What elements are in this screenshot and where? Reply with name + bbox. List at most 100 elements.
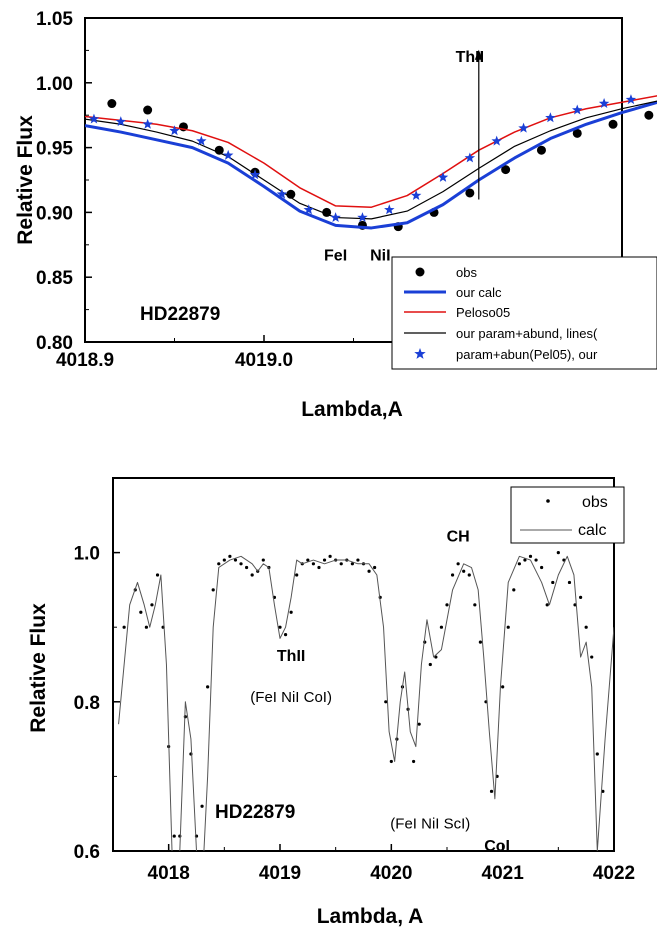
bottom-axis-ticks: 4018 4019 4020 4021 4022 0.6 0.8 1.0: [74, 477, 635, 884]
bottom-series-obs-point: [306, 558, 310, 562]
bottom-series-obs-point: [339, 562, 343, 566]
top-series-obs-point: [608, 119, 618, 129]
bottom-series-obs-point: [595, 752, 599, 756]
bottom-series-obs-point: [462, 569, 466, 573]
top-series-param-abun-pel05-our-point: [222, 149, 234, 160]
top-series-param-abun-pel05-our-point: [598, 98, 610, 108]
bottom-plot-frame: [112, 477, 615, 852]
bottom-series-obs-point: [384, 700, 388, 704]
bottom-series-obs-point: [506, 625, 510, 629]
top-series-param-abun-pel05-our-point: [437, 171, 449, 182]
top-series-obs-point: [107, 99, 117, 109]
top-series-param-abun-pel05-our-point: [464, 152, 476, 163]
top-data-layer: [85, 94, 657, 232]
bottom-series-obs-point: [206, 685, 210, 689]
bottom-series-obs-point: [439, 625, 444, 629]
top-series-param-abun-pel05-our-point: [142, 118, 153, 129]
top-y-tick-label: 0.95: [36, 139, 73, 160]
bottom-series-obs-point: [428, 662, 432, 667]
top-y-tick-label: 0.85: [36, 268, 73, 289]
top-series-param-abun-pel05-our-point: [303, 204, 314, 215]
top-y-tick-label: 1.00: [36, 74, 73, 95]
top-legend-entry-obs: obs: [415, 265, 477, 280]
bottom-legend-entry-calc: calc: [520, 522, 606, 539]
top-legend-obs-marker: [415, 267, 425, 277]
top-series-our-param-abund-lines-line: [85, 100, 657, 220]
bottom-data-layer: [118, 551, 614, 851]
bottom-series-obs-point: [155, 573, 160, 577]
top-legend-entry-our-param: our param+abund, lines(: [404, 326, 598, 341]
thii-arrow-head: [474, 49, 483, 60]
bottom-series-obs-point: [250, 573, 254, 577]
bottom-series-obs-point: [183, 715, 187, 719]
top-x-tick-label: 4018.9: [56, 350, 114, 371]
bottom-series-obs-point: [228, 554, 232, 558]
top-series-param-abun-pel05-our-point: [115, 116, 127, 127]
bottom-series-obs-point: [584, 625, 588, 629]
bottom-chart: 4018 4019 4020 4021 4022 0.6 0.8 1.0 Relative F…: [27, 477, 635, 928]
top-series-param-abun-pel05-our-point: [625, 94, 637, 105]
top-series-peloso05-line: [85, 95, 657, 208]
bottom-series-obs-point: [489, 789, 494, 793]
bottom-legend: obs calc: [510, 486, 625, 544]
top-series-param-abun-pel05-our-point: [276, 188, 288, 199]
bottom-series-obs-point: [545, 603, 549, 607]
bottom-series-obs-point: [150, 603, 154, 607]
top-y-tick-label: 0.80: [36, 333, 73, 354]
bottom-series-obs-point: [540, 565, 544, 570]
bottom-series-obs-point: [211, 588, 215, 592]
top-series-obs-point: [536, 145, 546, 155]
bottom-annotation: (FeI NiI CoI): [250, 689, 332, 706]
bottom-legend-box: [510, 486, 625, 544]
bottom-star-label: HD22879: [215, 802, 295, 823]
top-legend-our-calc-label: our calc: [456, 285, 502, 300]
bottom-series-obs-point: [601, 789, 605, 793]
top-chart: 4018.94019.04019.14019.20.800.850.900.95…: [14, 9, 657, 421]
bottom-series-obs-point: [245, 565, 249, 570]
top-legend-param-abun-label: param+abun(Pel05), our: [456, 347, 598, 362]
bottom-x-tick-label: 4022: [593, 863, 635, 884]
bottom-series-obs-point: [350, 562, 354, 566]
bottom-series-obs-point: [456, 562, 460, 566]
top-series-our-calc-line: [85, 100, 657, 230]
bottom-series-obs-point: [579, 595, 583, 599]
bottom-x-tick-label: 4020: [370, 863, 412, 884]
bottom-series-obs-point: [567, 580, 572, 585]
bottom-series-obs-point: [534, 558, 538, 562]
top-star-label: HD22879: [140, 304, 220, 325]
bottom-annotation: CoI: [484, 838, 510, 855]
bottom-series-obs-point: [478, 640, 482, 644]
bottom-y-tick-label: 1.0: [74, 544, 100, 565]
top-series-param-abun-pel05-our-point: [88, 113, 100, 124]
bottom-annotation: ThII: [277, 648, 305, 665]
top-legend-our-param-label: our param+abund, lines(: [456, 326, 598, 341]
top-x-tick-label: 4019.0: [235, 350, 293, 371]
top-legend-box: [391, 256, 657, 370]
bottom-legend-obs-marker: [546, 499, 550, 503]
bottom-series-obs-point: [322, 558, 327, 562]
top-series-obs-point: [465, 188, 475, 198]
top-annotations: ThII FeI NiI: [324, 49, 484, 264]
bottom-series-obs-point: [200, 804, 204, 808]
top-series-param-abun-pel05-our-point: [357, 212, 368, 223]
bottom-series-obs-point: [556, 551, 560, 555]
bottom-series-obs-point: [467, 573, 471, 577]
bottom-series-obs-point: [445, 603, 449, 607]
top-series-param-abun-pel05-our-point: [545, 112, 556, 123]
bottom-series-obs-point: [373, 565, 377, 570]
bottom-series-obs-point: [450, 573, 455, 577]
top-series-obs-point: [501, 165, 511, 175]
bottom-series-obs-point: [178, 834, 182, 838]
bottom-series-obs-point: [233, 558, 238, 562]
bottom-x-tick-label: 4021: [482, 863, 525, 884]
bottom-legend-entry-obs: obs: [546, 494, 608, 511]
bottom-y-tick-label: 0.8: [74, 693, 100, 714]
bottom-series-obs-point: [590, 655, 594, 659]
top-y-axis-title: Relative Flux: [14, 115, 37, 245]
top-series-obs-point: [644, 110, 654, 120]
bottom-series-obs-point: [517, 562, 521, 566]
top-series-param-abun-pel05-our-point: [572, 104, 583, 115]
bottom-series-obs-point: [222, 558, 226, 562]
top-series-param-abun-pel05-our-point: [410, 190, 422, 200]
bottom-y-tick-label: 0.6: [74, 842, 100, 863]
